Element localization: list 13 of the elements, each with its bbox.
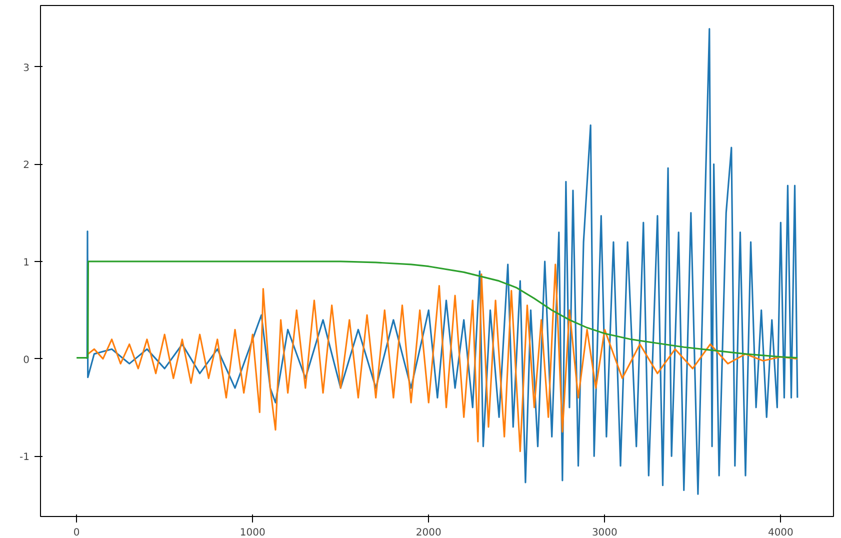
x-tick-label: 4000 [768,528,794,538]
line-series [86,28,798,495]
y-tick-label: 1 [23,257,30,268]
x-tick-label: 0 [73,528,80,538]
x-tick-label: 1000 [240,528,266,538]
line-series [87,264,798,452]
y-tick-label: 3 [23,62,30,74]
y-tick-label: 0 [23,354,30,366]
x-tick-label: 3000 [592,528,618,538]
y-tick-label: -1 [20,452,30,464]
line-series [76,260,798,359]
x-tick-label: 2000 [416,528,442,538]
y-tick-label: 2 [23,160,30,172]
